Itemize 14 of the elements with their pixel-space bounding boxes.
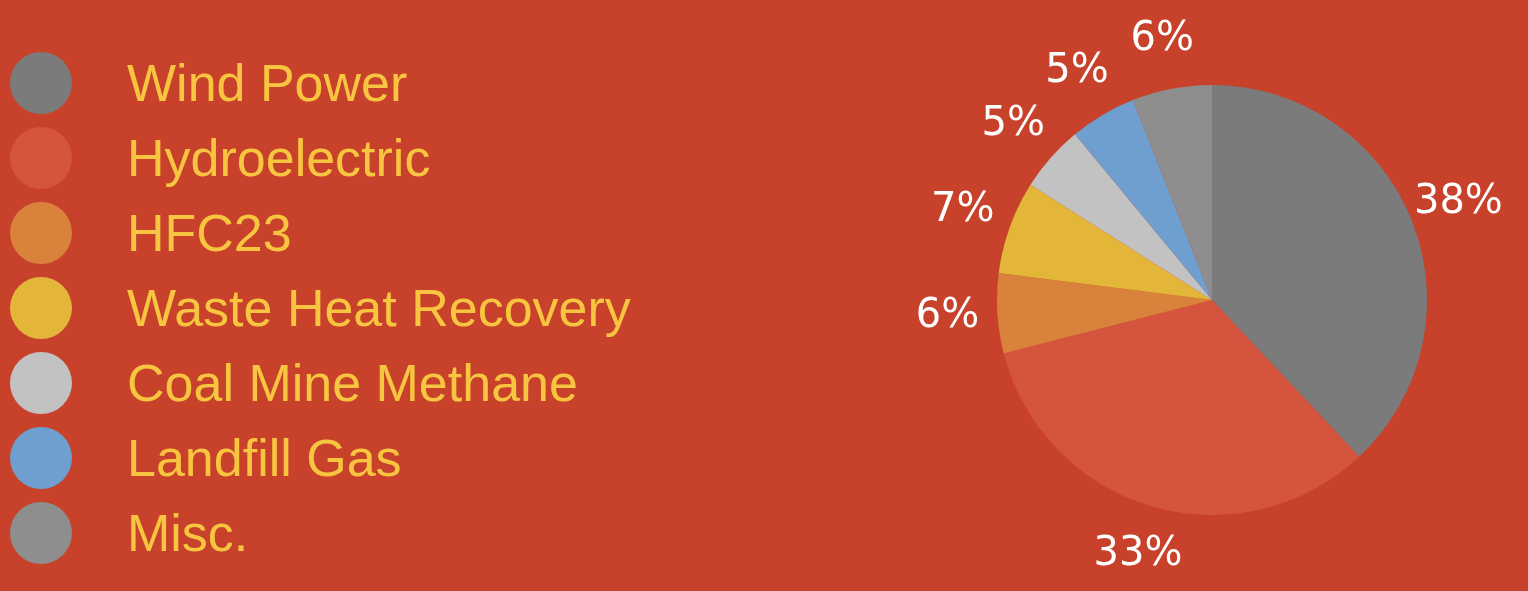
data-label: 5% [981, 98, 1045, 145]
data-label: 5% [1045, 45, 1109, 92]
legend-label: Waste Heat Recovery [127, 277, 631, 338]
data-label: 7% [930, 183, 995, 230]
data-label: 38% [1413, 175, 1503, 222]
legend-label: Landfill Gas [127, 427, 402, 488]
legend-label: Misc. [127, 502, 249, 563]
data-label: 6% [1130, 13, 1195, 60]
data-label: 33% [1093, 527, 1183, 574]
data-label: 6% [915, 290, 980, 337]
legend-label: HFC23 [127, 202, 292, 263]
legend-label: Hydroelectric [127, 127, 431, 188]
legend-label: Coal Mine Methane [127, 352, 578, 413]
legend-label: Wind Power [127, 52, 408, 113]
